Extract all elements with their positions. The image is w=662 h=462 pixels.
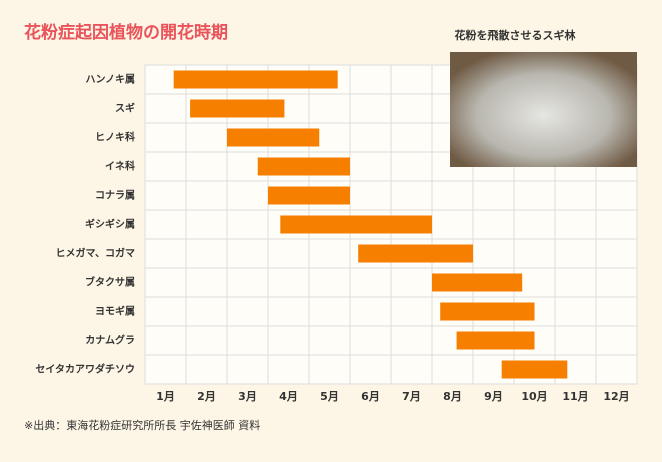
y-tick-label: ヒノキ科 bbox=[95, 131, 135, 144]
bar bbox=[173, 70, 338, 89]
y-tick-label: ギシギシ属 bbox=[85, 218, 135, 231]
x-tick-label: 5月 bbox=[320, 390, 339, 403]
x-tick-label: 6月 bbox=[361, 390, 380, 403]
bar bbox=[358, 244, 473, 263]
y-tick-label: セイタカアワダチソウ bbox=[35, 363, 135, 376]
bar bbox=[501, 360, 568, 379]
x-tick-label: 10月 bbox=[521, 390, 547, 403]
x-tick-label: 11月 bbox=[562, 390, 588, 403]
bar bbox=[280, 215, 432, 234]
x-tick-label: 8月 bbox=[443, 390, 462, 403]
chart-title: 花粉症起因植物の開花時期 bbox=[24, 22, 228, 43]
bar bbox=[456, 331, 535, 350]
y-tick-label: スギ bbox=[115, 102, 135, 115]
x-tick-label: 12月 bbox=[603, 390, 629, 403]
y-tick-label: コナラ属 bbox=[95, 190, 135, 202]
x-tick-label: 4月 bbox=[279, 390, 298, 403]
bar bbox=[257, 157, 350, 176]
y-tick-label: イネ科 bbox=[105, 160, 135, 173]
y-tick-label: ヨモギ属 bbox=[95, 305, 135, 318]
y-tick-label: ヒメガマ、コガマ bbox=[56, 247, 136, 260]
x-tick-label: 1月 bbox=[156, 390, 175, 403]
photo bbox=[450, 52, 637, 167]
x-tick-label: 7月 bbox=[402, 390, 421, 403]
y-tick-label: ブタクサ属 bbox=[85, 276, 135, 289]
y-tick-label: ハンノキ属 bbox=[86, 74, 136, 86]
x-tick-label: 9月 bbox=[484, 390, 503, 403]
bar bbox=[190, 99, 285, 118]
photo-caption: 花粉を飛散させるスギ林 bbox=[455, 28, 576, 42]
bar bbox=[440, 302, 535, 321]
bar bbox=[268, 186, 350, 205]
x-tick-label: 2月 bbox=[197, 390, 216, 403]
bar bbox=[432, 273, 523, 292]
source-note: ※出典：東海花粉症研究所所長 宇佐神医師 資料 bbox=[24, 418, 260, 432]
x-tick-label: 3月 bbox=[238, 390, 257, 403]
y-tick-label: カナムグラ bbox=[85, 334, 135, 347]
bar bbox=[227, 128, 320, 147]
